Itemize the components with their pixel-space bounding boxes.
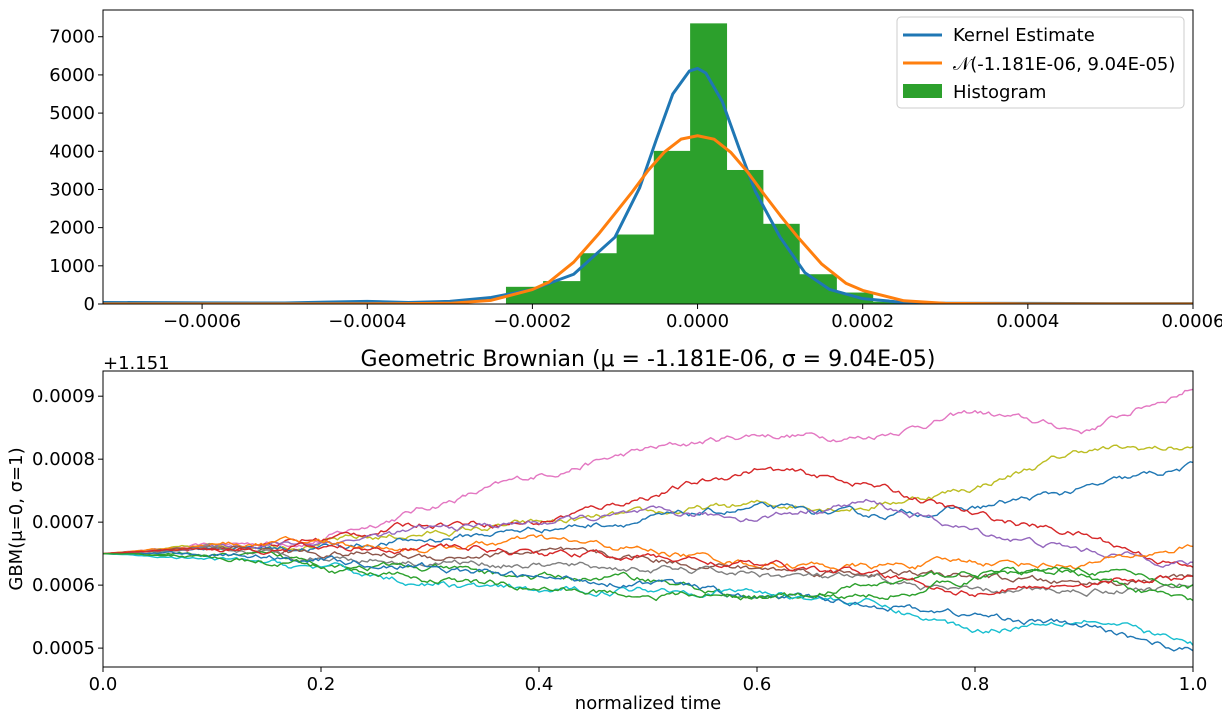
y-tick-label: 0.0006 [32, 575, 95, 596]
normal-fit-line [103, 134, 1193, 304]
legend-histogram-label: Histogram [953, 82, 1046, 103]
x-tick-label: 0.4 [525, 674, 554, 695]
histogram-bars [505, 23, 910, 304]
x-tick-label: 0.0002 [831, 311, 894, 332]
y-tick-label: 6000 [49, 65, 95, 86]
legend-histogram-swatch [903, 84, 942, 98]
y-offset-label: +1.151 [103, 353, 170, 374]
brownian-path [103, 534, 1193, 572]
y-tick-label: 3000 [49, 179, 95, 200]
histogram-bar [616, 234, 655, 304]
brownian-paths [103, 388, 1193, 652]
top-axes-frame [102, 9, 1194, 305]
brownian-path [103, 552, 1193, 602]
brownian-path [103, 550, 1193, 652]
x-tick-label: −0.0006 [163, 311, 241, 332]
y-tick-label: 0 [84, 294, 95, 315]
brownian-path [103, 545, 1193, 597]
x-tick-label: 0.2 [307, 674, 336, 695]
histogram-bar [505, 286, 544, 304]
histogram-bar [653, 150, 691, 304]
legend-box [896, 16, 1185, 109]
legend-kernel-label: Kernel Estimate [953, 25, 1095, 46]
x-tick-label: 1.0 [1179, 674, 1208, 695]
x-tick-label: 0.0004 [996, 311, 1059, 332]
bottom-axes-frame [102, 370, 1194, 668]
y-tick-label: 5000 [49, 103, 95, 124]
y-axis-label: GBM(μ=0, σ=1) [6, 447, 27, 590]
x-tick-label: 0.0 [89, 674, 118, 695]
histogram-bar [580, 253, 618, 304]
y-tick-label: 0.0009 [32, 386, 95, 407]
chart-title: Geometric Brownian (μ = -1.181E-06, σ = … [361, 347, 936, 372]
brownian-path [103, 541, 1193, 598]
brownian-path [103, 388, 1193, 555]
brownian-path [103, 466, 1193, 568]
x-axis-label: normalized time [575, 693, 721, 714]
brownian-path [103, 498, 1193, 568]
x-tick-label: −0.0002 [493, 311, 571, 332]
x-tick-label: 0.0000 [666, 311, 729, 332]
y-tick-label: 0.0005 [32, 638, 95, 659]
y-tick-label: 4000 [49, 141, 95, 162]
y-tick-label: 0.0008 [32, 449, 95, 470]
histogram-bar [726, 169, 764, 304]
x-tick-label: 0.6 [743, 674, 772, 695]
brownian-path [103, 552, 1193, 646]
brownian-path [103, 461, 1193, 555]
histogram-bar [872, 301, 910, 304]
density-lines [103, 66, 1193, 304]
histogram-bar [762, 223, 800, 304]
histogram-bar [543, 281, 581, 304]
legend: Kernel Estimate 𝒩(-1.181E-06, 9.04E-05) Hi… [896, 16, 1185, 109]
y-tick-label: 2000 [49, 218, 95, 239]
brownian-plot: 0.0 0.2 0.4 0.6 0.8 1.0 0.0005 0.0006 0.0007 0.00… [6, 347, 1207, 714]
y-tick-label: 1000 [49, 256, 95, 277]
histogram-bar [690, 23, 728, 304]
brownian-path [103, 444, 1193, 555]
y-tick-label: 0.0007 [32, 512, 95, 533]
x-tick-label: 0.0006 [1162, 311, 1222, 332]
x-tick-label: −0.0004 [328, 311, 406, 332]
legend-normal-label: 𝒩(-1.181E-06, 9.04E-05) [953, 54, 1175, 75]
histogram-bar [836, 292, 874, 304]
x-tick-label: 0.8 [961, 674, 990, 695]
kernel-estimate-line [103, 66, 1193, 304]
y-tick-label: 7000 [49, 27, 95, 48]
histogram-plot: −0.0006 −0.0004 −0.0002 0.0000 0.0002 0.0004 0… [49, 9, 1222, 332]
